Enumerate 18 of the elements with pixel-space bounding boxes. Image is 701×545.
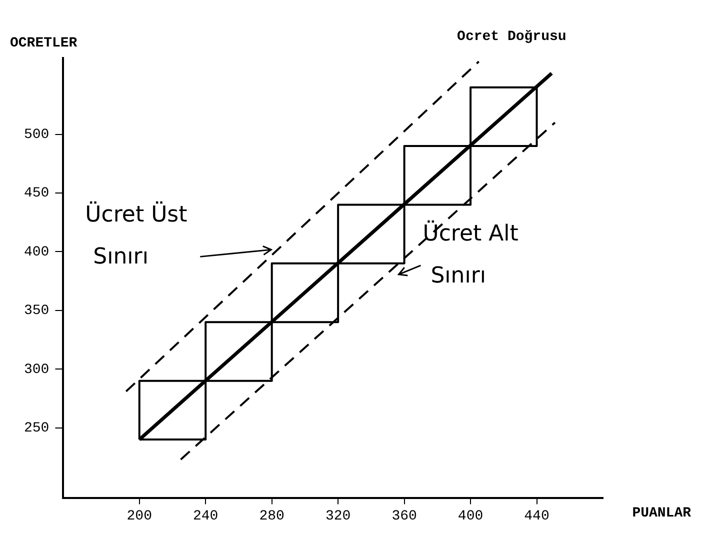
x-tick-label: 400	[458, 508, 484, 524]
annotation: Ocret Doğrusu	[457, 28, 566, 45]
x-tick-label: 440	[524, 508, 550, 524]
x-axis-title: PUANLAR	[632, 506, 692, 522]
annotation: Ücret Üst Sınırı	[85, 200, 188, 270]
x-tick-label: 200	[126, 508, 152, 524]
annotation: Ücret Alt Sınırı	[422, 219, 519, 288]
x-tick-label: 320	[325, 508, 351, 524]
y-tick-label: 350	[24, 303, 50, 320]
y-tick-label: 300	[24, 362, 50, 378]
y-tick-label: 250	[24, 420, 50, 436]
x-tick-label: 240	[192, 508, 218, 524]
x-tick-label: 360	[392, 508, 417, 524]
y-tick-label: 500	[24, 127, 50, 144]
y-axis-title: OCRETLER	[10, 36, 78, 52]
y-tick-label: 400	[24, 244, 50, 260]
y-tick-label: 450	[24, 186, 50, 202]
x-tick-label: 280	[259, 508, 284, 524]
